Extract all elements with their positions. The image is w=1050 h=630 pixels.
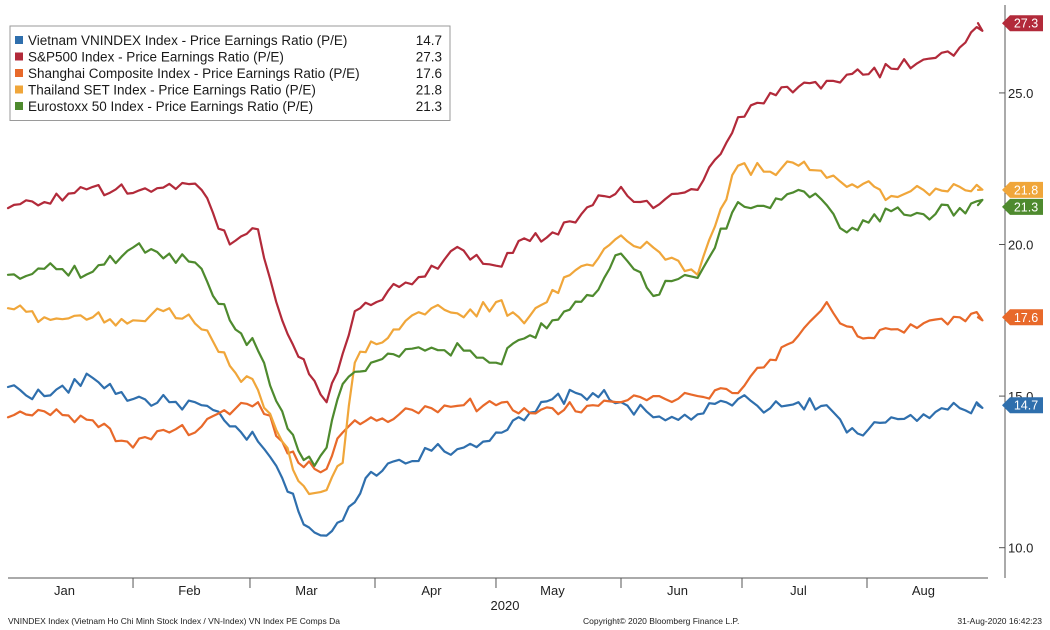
end-value-tag-2: [1002, 309, 1043, 326]
end-value-tag-1: [1002, 15, 1043, 32]
legend-entry-0: Vietnam VNINDEX Index - Price Earnings R…: [28, 33, 347, 48]
y-tick-label: 25.0: [1008, 86, 1033, 101]
legend: Vietnam VNINDEX Index - Price Earnings R…: [9, 25, 451, 121]
end-value-tag-4: [1002, 198, 1043, 215]
end-value-label-1: 27.3: [1014, 17, 1038, 31]
end-value-label-4: 21.3: [1014, 200, 1038, 214]
legend-swatch-3: [15, 85, 23, 94]
legend-entry-1: S&P500 Index - Price Earnings Ratio (P/E…: [28, 50, 284, 65]
end-value-tag-0: [1002, 397, 1043, 414]
legend-swatch-0: [15, 36, 23, 44]
legend-value-1: 27.3: [416, 50, 442, 65]
x-tick-label: Aug: [912, 583, 935, 598]
series-line-1: [6, 22, 984, 404]
end-value-labels: 27.3 21.8 21.3 17.6 14.7: [1002, 15, 1043, 414]
x-tick-label: May: [540, 583, 565, 598]
end-value-label-2: 17.6: [1014, 311, 1038, 325]
legend-entry-4: Eurostoxx 50 Index - Price Earnings Rati…: [28, 99, 313, 114]
footer-source-text: VNINDEX Index (Vietnam Ho Chi Minh Stock…: [8, 616, 340, 626]
end-value-tag-3: [1002, 181, 1043, 198]
legend-swatch-2: [15, 69, 23, 77]
footer-copyright-text: Copyright© 2020 Bloomberg Finance L.P.: [583, 616, 739, 626]
legend-swatch-1: [15, 52, 23, 61]
footer-timestamp-text: 31-Aug-2020 16:42:23: [957, 616, 1042, 626]
legend-swatch-4: [15, 102, 23, 110]
series-line-0: [6, 372, 984, 537]
series-line-2: [6, 301, 984, 474]
series-line-3: [6, 160, 984, 496]
end-value-label-0: 14.7: [1014, 399, 1038, 413]
x-tick-label: Feb: [178, 583, 200, 598]
x-tick-label: Apr: [421, 583, 442, 598]
legend-entry-3: Thailand SET Index - Price Earnings Rati…: [28, 83, 316, 98]
series-line-4: [6, 188, 984, 467]
x-tick-label: Jan: [54, 583, 75, 598]
x-tick-label: Jul: [790, 583, 807, 598]
legend-value-3: 21.8: [416, 83, 442, 98]
legend-value-0: 14.7: [416, 33, 442, 48]
x-axis-year-label: 2020: [491, 598, 520, 613]
legend-value-4: 21.3: [416, 99, 442, 114]
y-tick-label: 20.0: [1008, 238, 1033, 253]
legend-box: [9, 25, 451, 121]
x-tick-label: Mar: [295, 583, 318, 598]
legend-entry-2: Shanghai Composite Index - Price Earning…: [28, 66, 360, 81]
y-tick-label: 10.0: [1008, 541, 1033, 556]
plot-area: [6, 22, 984, 537]
legend-value-2: 17.6: [416, 66, 442, 81]
x-tick-label: Jun: [667, 583, 688, 598]
end-value-label-3: 21.8: [1014, 183, 1038, 197]
